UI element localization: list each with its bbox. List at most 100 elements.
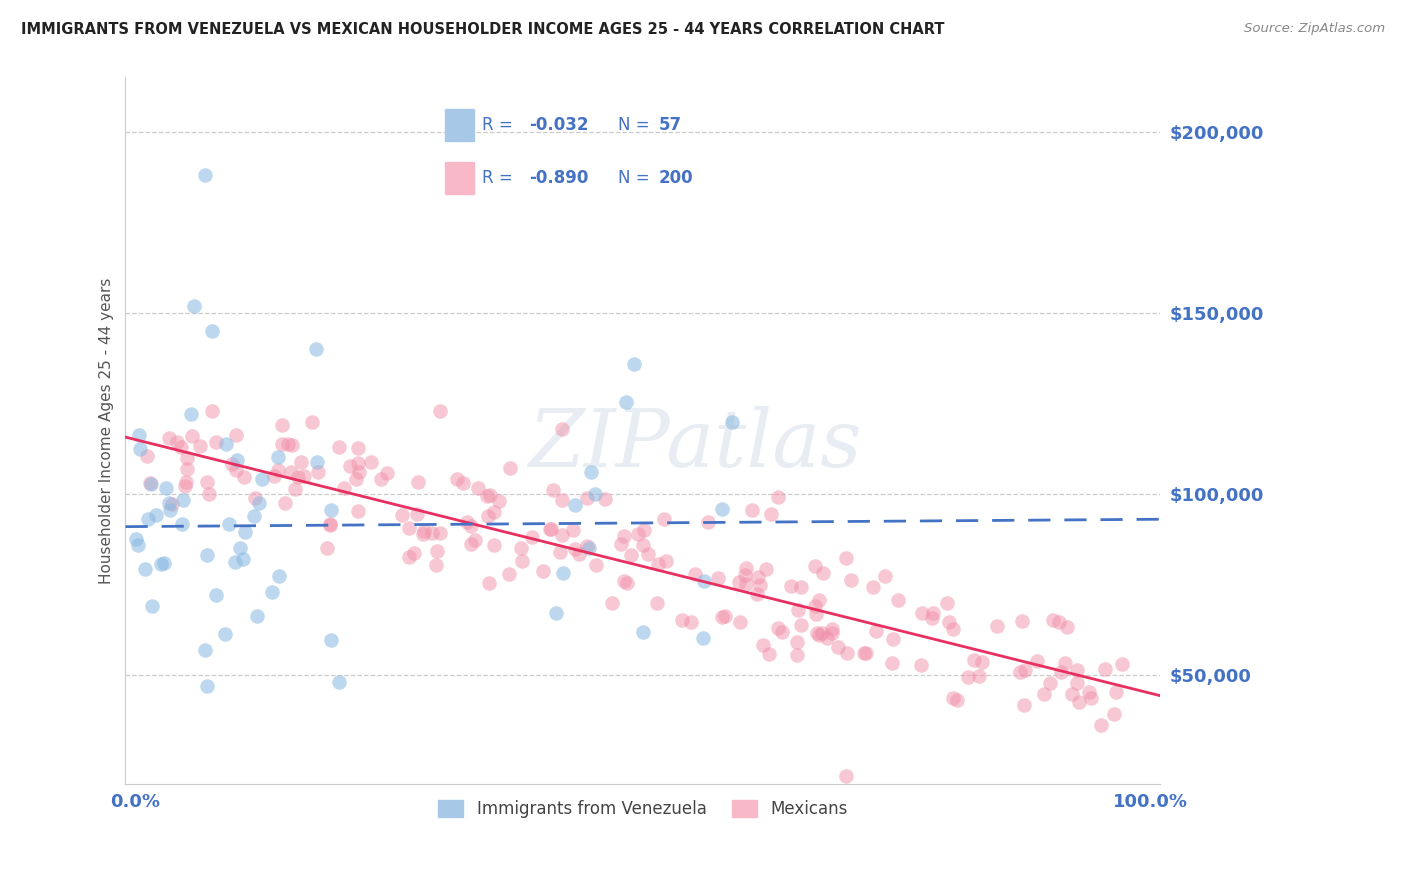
Point [804, 599, 827, 613]
Point [631, 538, 654, 552]
Point [741, 503, 763, 517]
Point [195, 679, 218, 693]
Point [305, 342, 328, 356]
Point [180, 407, 202, 421]
Point [221, 458, 243, 472]
Point [811, 566, 834, 580]
Point [464, 533, 486, 548]
Point [1104, 706, 1126, 721]
Point [284, 483, 307, 497]
Point [412, 527, 434, 541]
Point [347, 465, 370, 479]
Point [1014, 698, 1036, 712]
Point [647, 558, 669, 572]
Point [531, 564, 554, 578]
Point [477, 489, 499, 503]
Point [551, 422, 574, 436]
Point [170, 516, 193, 531]
Point [839, 573, 862, 587]
Point [1067, 694, 1090, 708]
Point [267, 463, 290, 477]
Point [277, 437, 299, 451]
Point [446, 472, 468, 486]
Point [562, 523, 585, 537]
Point [710, 502, 733, 516]
Point [1078, 685, 1101, 699]
Point [755, 561, 778, 575]
Legend: Immigrants from Venezuela, Mexicans: Immigrants from Venezuela, Mexicans [432, 793, 853, 825]
Point [759, 507, 782, 521]
Point [287, 470, 309, 484]
Point [734, 567, 756, 582]
Point [815, 631, 838, 645]
Point [271, 436, 294, 450]
Point [429, 526, 451, 541]
Point [201, 404, 224, 418]
Point [157, 431, 180, 445]
Point [693, 574, 716, 588]
Point [936, 596, 959, 610]
Point [804, 558, 827, 573]
Point [139, 477, 162, 491]
Point [865, 624, 887, 638]
Point [1111, 657, 1133, 672]
Point [786, 648, 808, 663]
Point [613, 574, 636, 589]
Point [721, 415, 744, 429]
Point [195, 475, 218, 489]
Point [1080, 691, 1102, 706]
Point [344, 472, 367, 486]
Point [274, 496, 297, 510]
Point [413, 524, 436, 538]
Point [170, 440, 193, 454]
Point [551, 492, 574, 507]
Point [391, 508, 413, 522]
Point [183, 299, 205, 313]
Point [214, 627, 236, 641]
Point [307, 455, 329, 469]
Point [225, 463, 247, 477]
Point [204, 434, 226, 449]
Point [375, 466, 398, 480]
Point [853, 646, 876, 660]
Point [623, 357, 645, 371]
Point [564, 498, 586, 512]
Point [281, 438, 304, 452]
Point [579, 466, 602, 480]
Point [214, 437, 236, 451]
Point [645, 596, 668, 610]
Point [804, 607, 827, 621]
Point [176, 462, 198, 476]
Point [1025, 654, 1047, 668]
Point [749, 577, 772, 591]
Point [882, 632, 904, 646]
Point [456, 515, 478, 529]
Point [290, 455, 312, 469]
Point [1050, 665, 1073, 680]
Point [972, 655, 994, 669]
Point [1008, 665, 1031, 679]
Point [249, 496, 271, 510]
Point [347, 442, 370, 456]
Point [425, 558, 447, 572]
Point [578, 541, 600, 555]
Point [887, 593, 910, 607]
Point [467, 481, 489, 495]
Point [270, 418, 292, 433]
Point [551, 566, 574, 580]
Point [575, 491, 598, 506]
Point [1066, 663, 1088, 677]
Point [770, 624, 793, 639]
Point [479, 488, 502, 502]
Point [541, 483, 564, 497]
Point [921, 611, 943, 625]
Point [482, 505, 505, 519]
Point [347, 456, 370, 470]
Point [166, 434, 188, 449]
Point [862, 580, 884, 594]
Point [406, 508, 429, 522]
Point [328, 675, 350, 690]
Point [242, 508, 264, 523]
Point [218, 516, 240, 531]
Point [321, 503, 343, 517]
